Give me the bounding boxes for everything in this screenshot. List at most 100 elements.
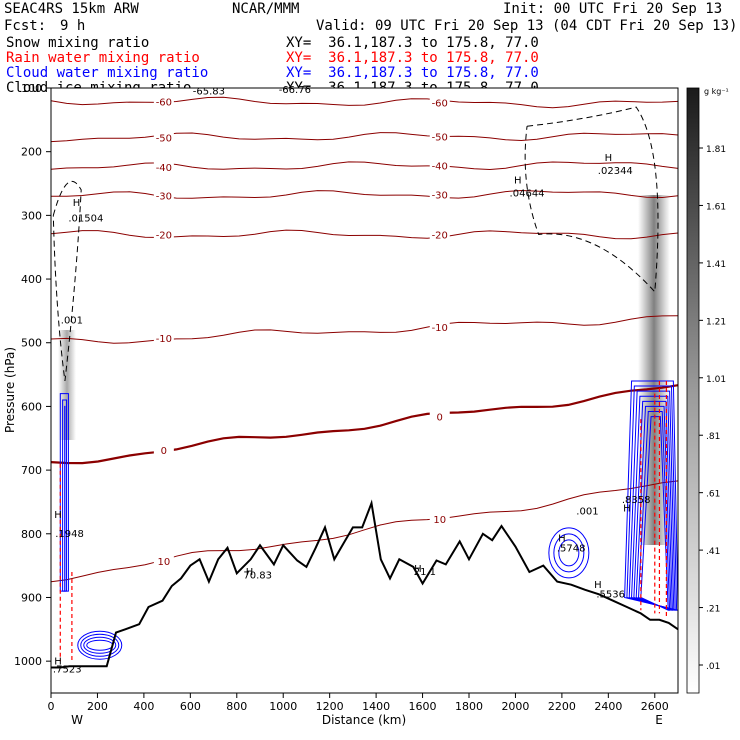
extrema-label: H	[514, 176, 522, 187]
y-tick-label: 900	[21, 591, 42, 604]
x-tick-label: 0	[48, 700, 55, 713]
isotherm-label: -30	[432, 190, 448, 201]
isotherm-label-bg	[429, 188, 450, 200]
plot-frame	[50, 87, 679, 694]
colorbar-label: 1.41	[706, 260, 726, 270]
field-name-snow: Snow mixing ratio	[6, 35, 150, 51]
cloud-water-contour	[553, 533, 585, 573]
cloud-water-contour	[62, 399, 68, 592]
isotherm-label-bg	[153, 95, 174, 107]
extrema-label: H	[623, 504, 631, 515]
isotherm-label-bg	[429, 130, 450, 142]
cloud-water-contour	[628, 390, 676, 611]
isotherm-label: -30	[156, 192, 172, 203]
cloud-water-contour	[626, 385, 678, 611]
isotherm-label-bg	[153, 443, 174, 455]
plot-area	[51, 88, 678, 693]
colorbar-label: 1.81	[706, 145, 726, 155]
extrema-label: .1948	[55, 529, 84, 540]
extrema-label: H	[54, 510, 62, 521]
x-tick-label: 1200	[316, 700, 344, 713]
extrema-label: H	[605, 153, 613, 164]
model-title: SEAC4RS 15km ARW	[4, 1, 139, 17]
x-tick-label: 1800	[455, 700, 483, 713]
terrain-profile	[51, 499, 679, 669]
cloud-water-contour	[548, 527, 590, 579]
extrema-label: .7523	[53, 665, 82, 676]
isotherm-label: -10	[156, 334, 172, 345]
cloud-water-contour	[83, 636, 117, 654]
snow-contour	[524, 106, 659, 293]
cloud-water-contour	[59, 393, 69, 592]
field-name-cloud-water: Cloud water mixing ratio	[6, 65, 209, 81]
x-tick-label: 1600	[409, 700, 437, 713]
extrema-label: .01504	[68, 214, 103, 225]
isotherm-label: -60	[432, 99, 448, 110]
isotherm-label-bg	[153, 131, 174, 143]
extrema-label: .001	[61, 316, 83, 327]
y-tick-label: 800	[21, 528, 42, 541]
colorbar-label: .01	[706, 662, 720, 672]
isotherm-label-bg	[153, 228, 174, 240]
y-axis: 100 200 300 400 500 600 700 800 900 1000	[14, 82, 51, 668]
y-tick-label: 200	[21, 146, 42, 159]
isotherm-label: -40	[156, 163, 172, 174]
colorbar-label: .81	[706, 432, 720, 442]
x-axis: 0 200 400 600 800 1000 1200 1400 1600 1800 2000 220…	[48, 693, 669, 713]
snow-contour	[52, 180, 82, 382]
moisture-contours	[52, 106, 679, 662]
extrema-label: .02344	[598, 166, 633, 177]
isotherm-label: -50	[432, 132, 448, 143]
isotherm-label-bg	[153, 332, 174, 344]
extrema-label: H	[414, 564, 422, 575]
isotherm-label-bg	[429, 513, 450, 525]
temperature-contours: -60 -60 -50 -50 -40 -40 -30 -30 -20 -20 -10 -10 0 0 10…	[50, 95, 679, 583]
isotherm-label: -50	[156, 133, 172, 144]
colorbar-label: .61	[706, 490, 720, 500]
isotherm-label: 10	[157, 557, 170, 568]
isotherm-label-bg	[153, 161, 174, 173]
cloud-water-contour	[631, 395, 675, 611]
fcst-value: 9 h	[60, 18, 86, 34]
colorbar-labels: 1.81 1.61 1.41 1.21 1.01 .81 .61 .41 .21 .01	[699, 145, 726, 672]
x-tick-label: 400	[133, 700, 154, 713]
extrema-label: .001	[576, 507, 598, 518]
y-tick-label: 400	[21, 273, 42, 286]
isotherm-label: -20	[432, 230, 448, 241]
x-tick-label: 200	[87, 700, 108, 713]
colorbar-unit: g kg⁻¹	[704, 87, 729, 96]
extrema-label: .8358	[622, 495, 651, 506]
extrema-label: -66.76	[279, 85, 311, 96]
isotherm-label: 0	[437, 412, 443, 423]
colorbar-label: 1.01	[706, 375, 726, 385]
colorbar-label: .41	[706, 547, 720, 557]
center-title: NCAR/MMM	[232, 1, 300, 17]
y-tick-label: 500	[21, 337, 42, 350]
isotherm-label-bg	[429, 159, 450, 171]
isotherm-label-bg	[153, 189, 174, 201]
isotherm-label-bg	[429, 320, 450, 332]
x-tick-label: 1400	[362, 700, 390, 713]
cloud-water-contour	[558, 539, 580, 567]
colorbar-label: .21	[706, 605, 720, 615]
x-tick-label: 1000	[269, 700, 297, 713]
extrema-labels: -65.83 -66.76H.01504.001H.04644H.02344H.1…	[53, 85, 651, 676]
x-tick-label: 800	[226, 700, 247, 713]
cloud-water-contour	[633, 400, 673, 611]
extrema-label: H	[594, 580, 602, 591]
y-tick-label: 1000	[14, 655, 42, 668]
east-label: E	[655, 713, 663, 727]
isotherm-label: 0	[161, 446, 167, 457]
cloud-water-contour	[77, 630, 123, 660]
extrema-label: H	[54, 656, 62, 667]
isotherm-label: -60	[156, 97, 172, 108]
isotherm-label-bg	[429, 410, 450, 422]
cloud-water-contour	[640, 416, 669, 612]
extrema-label: .5536	[596, 589, 625, 600]
field-name-rain: Rain water mixing ratio	[6, 50, 200, 66]
isotherm-label-bg	[429, 228, 450, 240]
x-tick-label: 2200	[548, 700, 576, 713]
colorbar-label: 1.21	[706, 317, 726, 327]
isotherm-label-bg	[429, 96, 450, 108]
extrema-label: .5748	[557, 544, 586, 555]
